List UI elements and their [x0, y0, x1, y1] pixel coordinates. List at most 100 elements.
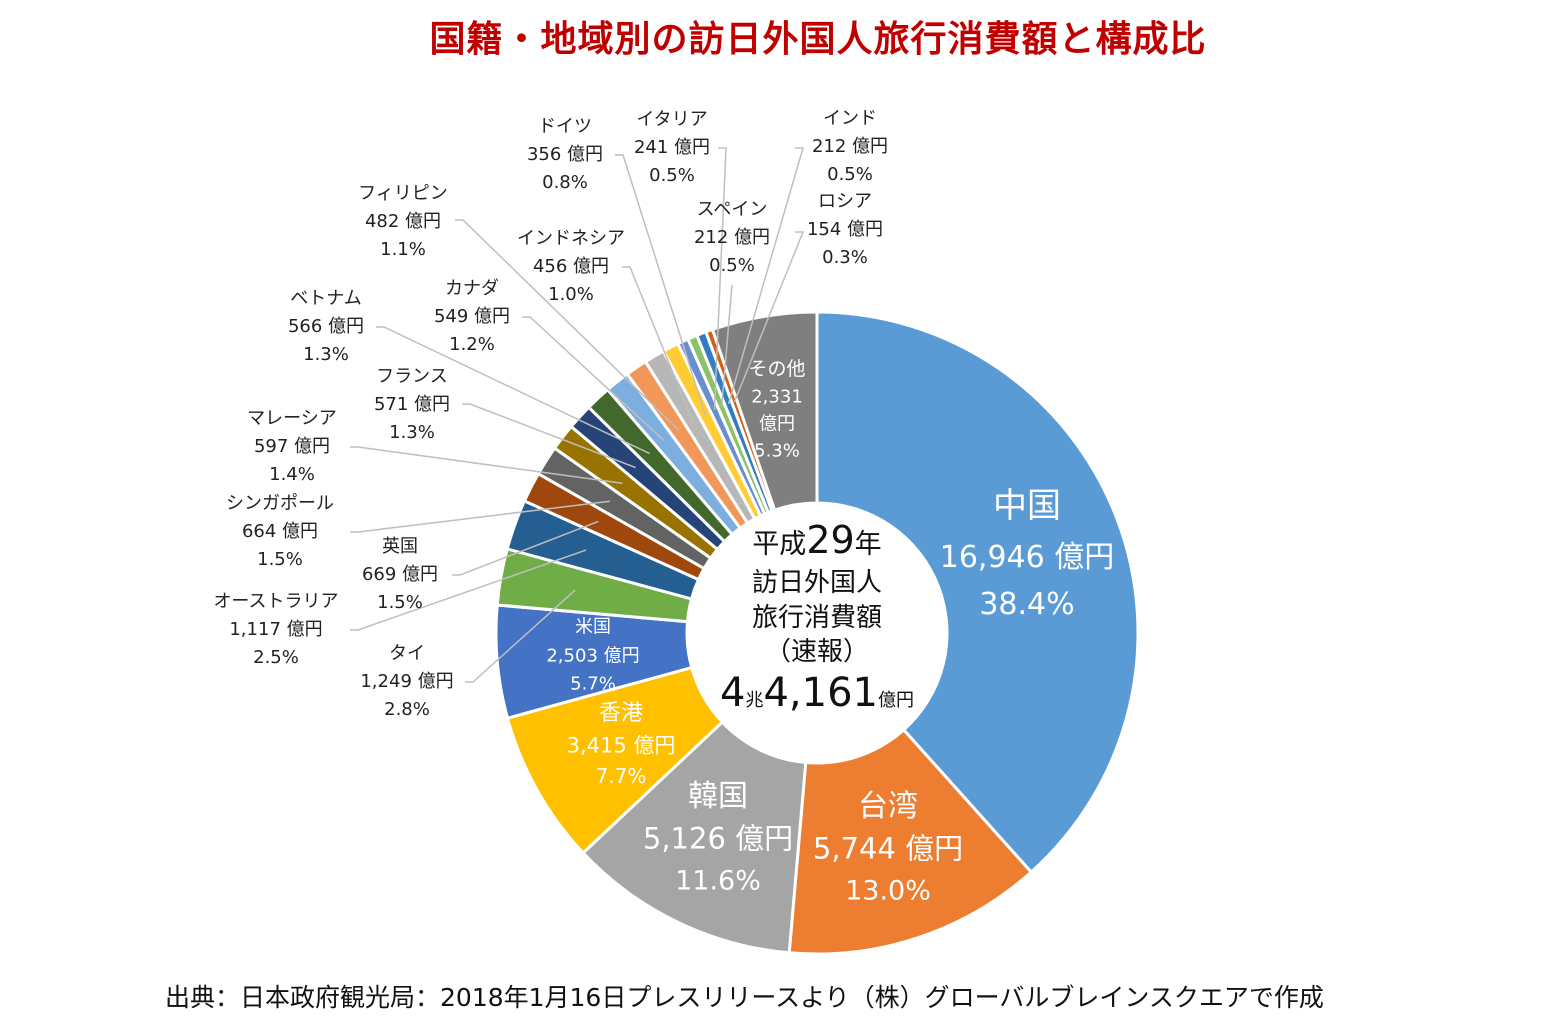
label-value_label: 1,117 億円: [229, 619, 322, 640]
slice-その他: [710, 310, 819, 512]
label-value_label: 212 億円: [694, 227, 770, 248]
leader-line: [713, 147, 727, 410]
label-name: インド: [823, 108, 877, 129]
label-name: シンガポール: [226, 493, 334, 514]
label-name: フランス: [376, 366, 448, 387]
label-value_label: 566 億円: [288, 316, 364, 337]
label-percent: 5.3%: [754, 440, 800, 461]
slice-台湾: [787, 727, 1034, 956]
label-value_label: 16,946 億円: [940, 540, 1115, 575]
label-name: インドネシア: [517, 228, 625, 249]
chart-title: 国籍・地域別の訪日外国人旅行消費額と構成比: [429, 19, 1207, 60]
leader-line: [733, 231, 805, 403]
label-name: カナダ: [445, 278, 499, 299]
label-percent: 2.8%: [384, 699, 430, 720]
label-percent: 5.7%: [570, 673, 616, 694]
leader-line: [462, 403, 636, 469]
source-note: 出典：日本政府観光局：2018年1月16日プレスリリースより（株）グローバルブレ…: [165, 983, 1324, 1012]
label-value_label: 482 億円: [365, 211, 441, 232]
label-name: 台湾: [858, 789, 918, 824]
label-percent: 0.5%: [649, 165, 695, 186]
label-value_label: 356 億円: [527, 144, 603, 165]
label-value_label: 664 億円: [242, 521, 318, 542]
leader-line: [615, 154, 706, 415]
label-percent: 1.3%: [389, 422, 435, 443]
label-percent: 7.7%: [596, 764, 647, 788]
label-value_label: 571 億円: [374, 394, 450, 415]
label-percent: 1.2%: [449, 334, 495, 355]
center-line2: 訪日外国人: [752, 568, 882, 598]
center-line1_suffix: 年: [855, 529, 882, 560]
label-value_label: 212 億円: [812, 136, 888, 157]
slice-中国: [815, 310, 1140, 875]
leader-line: [522, 316, 665, 442]
label-percent: 38.4%: [979, 587, 1074, 622]
label-name: オーストラリア: [213, 591, 338, 612]
label-name: 韓国: [688, 779, 748, 814]
label-name: 米国: [575, 616, 611, 637]
label-name: その他: [748, 358, 805, 380]
leader-line: [455, 219, 680, 431]
center-line1_num: 29: [806, 518, 854, 562]
label-value_label: 3,415 億円: [567, 734, 676, 758]
leader-line: [376, 326, 650, 455]
label-percent: 0.5%: [827, 164, 873, 185]
label-name: ロシア: [818, 191, 872, 212]
label-percent: 11.6%: [675, 866, 761, 897]
leader-line: [720, 284, 733, 407]
label-name: ベトナム: [290, 288, 361, 309]
leader-line: [727, 147, 804, 405]
label-percent: 1.5%: [377, 592, 423, 613]
center-total_b: 兆: [745, 690, 763, 711]
svg-text:4兆4,161億円: 4兆4,161億円: [720, 670, 914, 716]
label-name: 香港: [599, 701, 643, 726]
label-value_label: 597 億円: [254, 436, 330, 457]
label-value_label: 5,744 億円: [813, 831, 963, 865]
label-name: マレーシア: [247, 408, 337, 429]
label-percent: 0.8%: [542, 172, 588, 193]
center-line3: 旅行消費額: [752, 603, 882, 633]
leader-line: [350, 500, 610, 533]
label-percent: 1.0%: [548, 284, 594, 305]
leader-line: [452, 520, 599, 576]
center-total_d: 億円: [878, 690, 914, 711]
label-name: ドイツ: [538, 116, 592, 137]
center-total_c: 4,161: [763, 670, 878, 716]
label-percent: 1.1%: [380, 239, 426, 260]
center-line4: （速報）: [765, 637, 869, 667]
label-percent: 0.5%: [709, 255, 755, 276]
label-value_label: 549 億円: [434, 306, 510, 327]
center-total_a: 4: [720, 670, 745, 716]
label-name: フィリピン: [358, 183, 448, 204]
label-value_label: 241 億円: [634, 137, 710, 158]
label-value_unit: 億円: [759, 413, 795, 434]
label-value_label: 669 億円: [362, 564, 438, 585]
label-percent: 13.0%: [845, 876, 931, 907]
label-percent: 1.5%: [257, 549, 303, 570]
label-value_label: 154 億円: [807, 219, 883, 240]
label-value_label: 2,503 億円: [546, 645, 639, 666]
label-name: 英国: [382, 536, 418, 557]
leader-line: [465, 589, 576, 683]
label-value_label: 456 億円: [533, 256, 609, 277]
label-name: タイ: [389, 643, 425, 664]
svg-text:平成29年: 平成29年: [752, 518, 881, 562]
label-value_label: 2,331: [751, 386, 803, 407]
slices: [494, 310, 1140, 956]
data-labels: 中国 16,946 億円 38.4% 台湾 5,744 億円 13.0% 韓国 5,126 億…: [213, 108, 1114, 907]
label-percent: 2.5%: [253, 647, 299, 668]
center-line1_prefix: 平成: [752, 529, 806, 560]
label-percent: 1.4%: [269, 464, 315, 485]
leader-line: [350, 446, 623, 484]
label-value_label: 1,249 億円: [360, 671, 453, 692]
label-name: イタリア: [636, 109, 707, 130]
label-percent: 0.3%: [822, 247, 868, 268]
slice-韓国: [581, 719, 808, 955]
leader-line: [622, 266, 694, 422]
label-name: 中国: [993, 486, 1061, 526]
label-percent: 1.3%: [303, 344, 349, 365]
label-name: スペイン: [697, 199, 768, 220]
leader-line: [350, 549, 587, 631]
